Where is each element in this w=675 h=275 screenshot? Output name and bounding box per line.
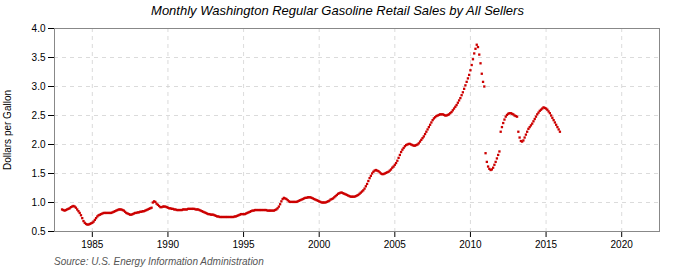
svg-text:2.0: 2.0	[32, 139, 46, 150]
svg-text:2015: 2015	[535, 239, 558, 250]
svg-text:2020: 2020	[611, 239, 634, 250]
svg-text:1.5: 1.5	[32, 168, 46, 179]
svg-text:2000: 2000	[308, 239, 331, 250]
svg-text:1.0: 1.0	[32, 197, 46, 208]
svg-text:1995: 1995	[232, 239, 255, 250]
svg-text:1990: 1990	[157, 239, 180, 250]
svg-text:1985: 1985	[81, 239, 104, 250]
svg-text:2.5: 2.5	[32, 110, 46, 121]
svg-text:3.0: 3.0	[32, 81, 46, 92]
svg-text:3.5: 3.5	[32, 52, 46, 63]
svg-text:2010: 2010	[459, 239, 482, 250]
html-text:Source: U.S. Energy Informatio: Source: U.S. Energy Information Administ…	[54, 256, 264, 267]
svg-text:4.0: 4.0	[32, 23, 46, 34]
html-text:Monthly Washington Regular Gas: Monthly Washington Regular Gasoline Reta…	[151, 3, 524, 18]
svg-text:0.5: 0.5	[32, 226, 46, 237]
svg-text:2005: 2005	[384, 239, 407, 250]
svg-text:Dollars per Gallon: Dollars per Gallon	[2, 90, 13, 170]
